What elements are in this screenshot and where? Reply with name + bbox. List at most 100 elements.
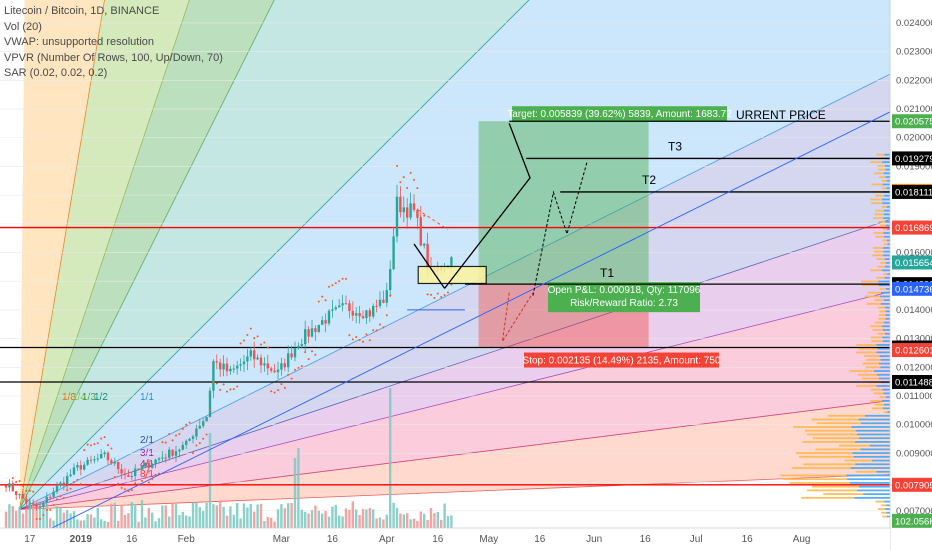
vpvr-bar	[882, 340, 890, 343]
vpvr-bar	[884, 153, 890, 156]
vpvr-bar	[885, 314, 890, 316]
legend-vwap[interactable]: VWAP: unsupported resolution	[4, 36, 155, 48]
sar-dot	[69, 487, 72, 490]
level-text: T3	[668, 140, 682, 154]
sar-dot	[338, 280, 341, 283]
volume-bar	[293, 458, 297, 528]
vpvr-bar	[802, 441, 856, 443]
vpvr-bar	[884, 500, 890, 503]
price-tick: 0.016000	[896, 248, 932, 259]
vpvr-bar	[863, 355, 880, 358]
volume-bar	[229, 506, 232, 528]
vpvr-bar	[885, 168, 890, 171]
vpvr-bar	[877, 347, 890, 350]
vpvr-bar	[878, 317, 886, 320]
vpvr-bar	[877, 373, 890, 376]
vpvr-bar	[882, 407, 890, 410]
vpvr-bar	[871, 340, 883, 343]
candle-body	[307, 329, 310, 337]
vpvr-bar	[881, 187, 887, 190]
volume-bar	[144, 517, 147, 528]
sar-dot	[86, 443, 89, 446]
vpvr-bar	[877, 265, 885, 268]
candle-body	[164, 457, 167, 459]
vpvr-bar	[873, 232, 884, 234]
candle-body	[134, 468, 137, 477]
volume-bar	[443, 503, 446, 528]
candle-body	[253, 350, 256, 360]
volume-bar	[161, 505, 164, 528]
candle-body	[137, 468, 140, 470]
legend-sar[interactable]: SAR (0.02, 0.02, 0.2)	[4, 67, 108, 79]
arrow-down	[413, 243, 446, 289]
candle-body	[361, 316, 365, 319]
volume-bar	[321, 513, 324, 528]
sar-projection	[417, 209, 449, 230]
candle-body	[246, 356, 249, 362]
vpvr-bar	[855, 463, 890, 466]
horizontal-levels: URRENT PRICE T3 T2 T1	[0, 108, 890, 486]
vpvr-bar	[882, 183, 890, 186]
volume-bar	[368, 508, 371, 528]
price-label-bg	[892, 513, 932, 528]
sar-dot	[423, 214, 426, 217]
sar-dot	[273, 391, 276, 394]
vpvr-bar	[853, 455, 890, 458]
sar-dot	[195, 444, 198, 447]
vpvr-bar	[886, 239, 890, 242]
vpvr-bar	[878, 284, 890, 287]
candle-body	[293, 347, 297, 358]
vpvr-bar	[855, 351, 877, 354]
vpvr-bar	[866, 358, 881, 361]
vpvr-bar	[887, 228, 890, 231]
vpvr-bar	[882, 269, 890, 272]
price-label: 0.020575	[895, 117, 932, 128]
sar-dot	[59, 495, 62, 498]
axis-bg	[890, 0, 932, 550]
rr-label: Risk/Reward Ratio: 2.73	[570, 298, 678, 309]
candle-body	[229, 368, 232, 372]
vpvr-bar	[860, 422, 890, 425]
candle-body	[304, 329, 307, 345]
candle-body	[334, 307, 337, 310]
vpvr-bar	[879, 176, 886, 178]
legend-symbol[interactable]: Litecoin / Bitcoin, 1D, BINANCE	[4, 5, 160, 17]
vpvr-bar	[882, 399, 890, 402]
sar-dot	[321, 295, 324, 298]
vpvr-bar	[862, 362, 879, 365]
vpvr-bar	[886, 261, 890, 264]
sar-dot	[192, 452, 194, 455]
time-tick: 16	[432, 534, 444, 545]
vpvr-bar	[871, 183, 883, 186]
vpvr-bar	[882, 254, 890, 257]
price-axis: 0.0070000.0080000.0090000.0100000.011000…	[889, 0, 932, 550]
vpvr-bar	[877, 508, 886, 510]
sar-dot	[307, 358, 310, 361]
candle-body	[191, 436, 195, 439]
price-tick: 0.019000	[896, 161, 932, 172]
vpvr-bar	[878, 168, 886, 171]
legend-volume[interactable]: Vol (20)	[4, 20, 42, 33]
sar-dot	[345, 277, 347, 280]
vpvr-bar	[815, 448, 861, 451]
sar-dot	[355, 335, 358, 338]
vpvr-bar	[885, 317, 890, 320]
candle-body	[185, 440, 188, 445]
vpvr-bar	[793, 426, 852, 428]
candle-body	[117, 461, 120, 470]
volume-bar	[307, 513, 310, 528]
volume-profile	[780, 153, 890, 518]
vpvr-bar	[881, 179, 887, 182]
candle-body	[365, 310, 368, 319]
vpvr-bar	[876, 470, 890, 473]
fan-label: 1/8	[62, 392, 76, 403]
vpvr-bar	[875, 194, 885, 197]
vpvr-bar	[863, 493, 890, 496]
volume-bar	[164, 505, 167, 528]
vpvr-bar	[862, 377, 879, 380]
candle-body	[392, 236, 395, 270]
volume-bar	[317, 510, 320, 528]
legend-vpvr[interactable]: VPVR (Number Of Rows, 100, Up/Down, 70)	[4, 51, 223, 64]
vpvr-bar	[870, 269, 883, 272]
